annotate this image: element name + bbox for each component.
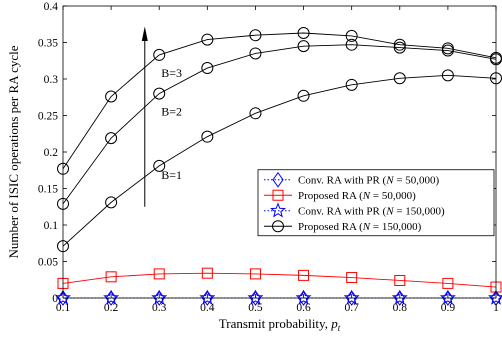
y-axis-label: Number of ISIC operations per RA cycle — [6, 45, 21, 258]
data-point — [297, 27, 310, 40]
data-point — [272, 220, 284, 233]
x-tick-label: 0.4 — [200, 302, 215, 314]
legend-label: Proposed RA (N = 150,000) — [298, 221, 422, 233]
annotation-label: B=1 — [161, 168, 182, 182]
data-point — [394, 274, 406, 286]
data-point — [272, 189, 284, 201]
legend-label: Conv. RA with PR (N = 150,000) — [298, 206, 445, 218]
series-line — [62, 74, 497, 247]
data-point — [345, 29, 358, 42]
y-tick-label: 0.1 — [44, 220, 59, 232]
y-tick-label: 0.15 — [38, 184, 58, 196]
data-point — [201, 267, 213, 279]
data-point — [391, 289, 408, 305]
y-tick-label: 0.35 — [38, 38, 58, 50]
data-point — [297, 40, 310, 53]
data-point — [153, 87, 166, 100]
series-line — [62, 272, 497, 288]
data-point — [105, 132, 118, 145]
data-point — [249, 268, 261, 280]
data-point — [346, 272, 358, 284]
annotation-label: B=2 — [161, 105, 182, 119]
annotation-label: B=3 — [161, 66, 182, 80]
y-tick-label: 0.25 — [38, 111, 58, 123]
data-point — [199, 289, 216, 305]
legend-label: Conv. RA with PR (N = 50,000) — [298, 175, 440, 187]
data-point — [272, 171, 284, 188]
legend: Conv. RA with PR (N = 50,000) Proposed RA… — [257, 169, 495, 237]
data-point — [247, 289, 264, 305]
data-point — [105, 90, 118, 103]
data-point — [201, 33, 214, 46]
data-point — [345, 78, 358, 91]
x-tick-label: 0.2 — [104, 302, 119, 314]
data-point — [270, 202, 286, 218]
data-point — [442, 277, 454, 289]
data-point — [105, 196, 118, 209]
plot-area — [55, 27, 502, 306]
data-point — [393, 38, 406, 51]
y-tick-label: 0.3 — [44, 74, 59, 86]
data-point — [439, 289, 456, 305]
x-axis-label: Transmit probability, pt — [219, 316, 341, 333]
annotations: B=3 B=2 B=1 — [141, 26, 182, 207]
series-line — [62, 44, 497, 205]
data-point — [249, 47, 262, 60]
y-tick-label: 0.05 — [38, 257, 58, 269]
legend-entry: Conv. RA with PR (N = 150,000) — [264, 202, 445, 218]
legend-entry: Conv. RA with PR (N = 50,000) — [264, 171, 440, 188]
series-line — [62, 32, 497, 170]
data-point — [153, 268, 165, 280]
data-point — [153, 159, 166, 172]
series-3 — [57, 69, 502, 253]
data-point — [393, 72, 406, 85]
data-point — [103, 289, 120, 305]
legend-entry: Proposed RA (N = 50,000) — [264, 189, 416, 202]
data-point — [201, 62, 214, 75]
axes: 0.1 0.2 0.3 0.4 0.5 0.6 0.7 0.8 0.9 1 0 0.05 0.1 0.15… — [6, 1, 499, 333]
data-point — [249, 29, 262, 42]
data-point — [297, 89, 310, 102]
data-point — [343, 289, 360, 305]
data-point — [201, 130, 214, 143]
x-tick-label: 0.7 — [344, 302, 359, 314]
data-point — [151, 289, 168, 305]
y-tick-label: 0.2 — [44, 147, 59, 159]
x-tick-label: 0.8 — [393, 302, 408, 314]
annotation-arrow-head — [141, 26, 148, 42]
data-point — [488, 289, 502, 305]
y-tick-label: 0 — [52, 293, 58, 305]
x-tick-label: 0.6 — [296, 302, 311, 314]
x-tick-label: 0.5 — [248, 302, 263, 314]
data-point — [105, 271, 117, 283]
data-point — [345, 38, 358, 51]
x-tick-label: 0.9 — [441, 302, 456, 314]
series-1 — [57, 267, 502, 293]
x-tick-label: 0.1 — [56, 302, 71, 314]
legend-entry: Proposed RA (N = 150,000) — [264, 220, 422, 233]
data-point — [249, 107, 262, 120]
data-point — [393, 41, 406, 54]
data-point — [153, 48, 166, 61]
data-point — [441, 42, 454, 55]
data-point — [441, 69, 454, 82]
y-tick-label: 0.4 — [44, 1, 59, 13]
legend-label: Proposed RA (N = 50,000) — [298, 190, 416, 202]
series-2 — [55, 289, 502, 305]
data-point — [295, 289, 312, 305]
data-point — [298, 269, 310, 281]
x-tick-label: 1 — [493, 302, 499, 314]
legend-box — [257, 169, 495, 237]
data-point — [55, 289, 71, 305]
x-tick-label: 0.3 — [152, 302, 167, 314]
